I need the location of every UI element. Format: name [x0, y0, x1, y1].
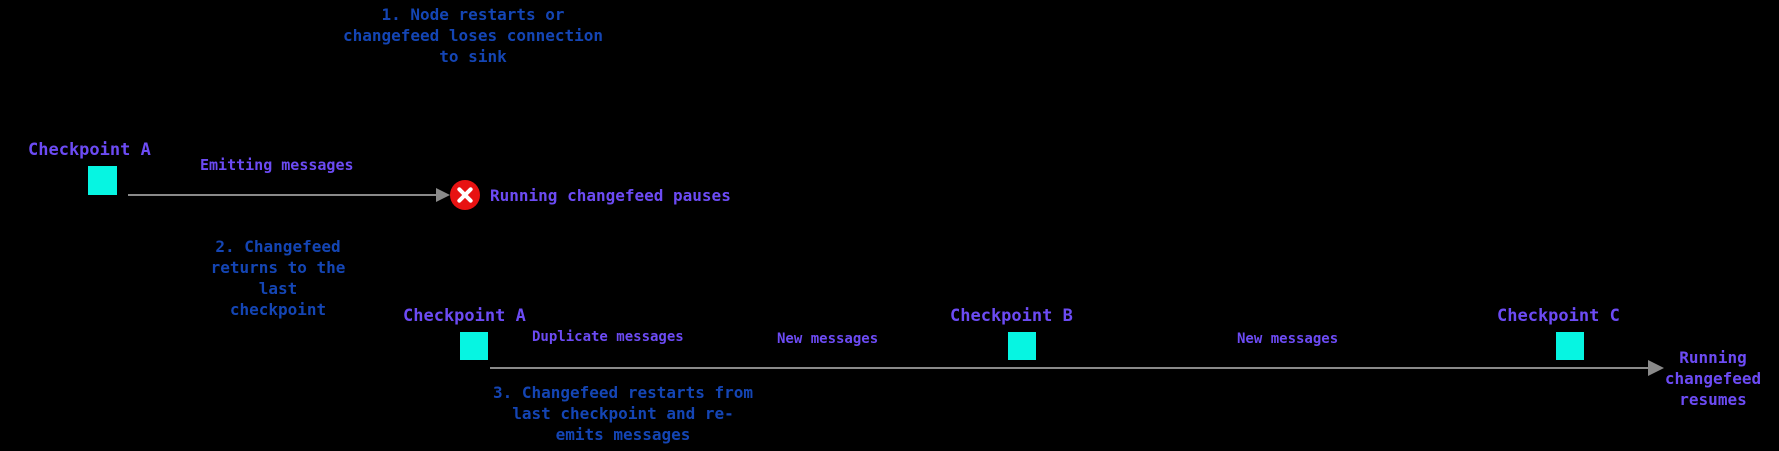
- note-step3: 3. Changefeed restarts from last checkpo…: [473, 382, 773, 445]
- timeline2-checkpoint-b-label: Checkpoint B: [950, 306, 1073, 326]
- changefeed-paused-icon: [450, 180, 480, 210]
- note-step3-line1: 3. Changefeed restarts from: [492, 383, 754, 402]
- note-step1: 1. Node restarts or changefeed loses con…: [323, 4, 623, 67]
- timeline1-checkpoint-a-label: Checkpoint A: [28, 140, 151, 160]
- note-step1-line1: 1. Node restarts or: [381, 5, 565, 24]
- note-step2: 2. Changefeed returns to the last checkp…: [198, 236, 358, 320]
- timeline2-checkpoint-a-marker: [460, 332, 488, 360]
- resume-line2: changefeed: [1664, 369, 1762, 388]
- new-messages-label-2: New messages: [1237, 331, 1339, 347]
- new-messages-label-1: New messages: [777, 331, 879, 347]
- note-step1-line2: changefeed loses connection: [342, 26, 604, 45]
- timeline1-arrowhead: [436, 188, 450, 202]
- note-step2-line4: checkpoint: [229, 300, 327, 319]
- emitting-messages-label: Emitting messages: [200, 156, 354, 174]
- timeline2-arrowhead: [1648, 360, 1664, 376]
- timeline1-checkpoint-a-marker: [88, 166, 117, 195]
- timeline2-arrow-shaft: [490, 367, 1648, 369]
- duplicate-messages-label: Duplicate messages: [532, 329, 684, 345]
- note-step2-line2: returns to the: [210, 258, 346, 277]
- resume-line1: Running: [1679, 348, 1747, 367]
- note-step2-line1: 2. Changefeed: [215, 237, 341, 256]
- note-step1-line3: to sink: [439, 47, 507, 66]
- note-step3-line3: emits messages: [555, 425, 691, 444]
- timeline2-checkpoint-a-label: Checkpoint A: [403, 306, 526, 326]
- note-step3-line2: last checkpoint and re-: [512, 404, 734, 423]
- note-step2-line3: last: [258, 279, 298, 298]
- running-changefeed-pauses-label: Running changefeed pauses: [490, 186, 731, 205]
- timeline1-arrow-shaft: [128, 194, 438, 196]
- timeline2-checkpoint-b-marker: [1008, 332, 1036, 360]
- resume-line3: resumes: [1679, 390, 1747, 409]
- running-changefeed-resumes-label: Running changefeed resumes: [1660, 347, 1766, 410]
- timeline2-checkpoint-c-marker: [1556, 332, 1584, 360]
- timeline2-checkpoint-c-label: Checkpoint C: [1497, 306, 1620, 326]
